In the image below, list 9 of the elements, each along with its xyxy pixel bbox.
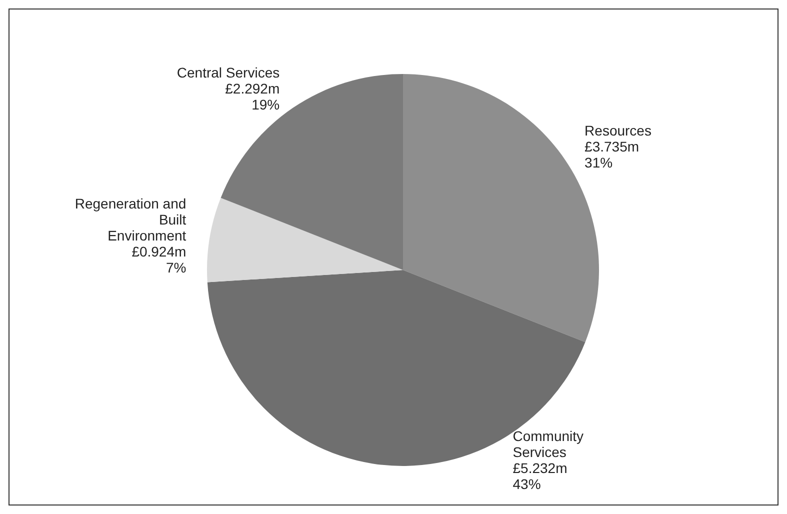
slice-label: Central Services	[176, 64, 280, 80]
slice-label: Resources	[584, 122, 652, 139]
slice-label: Community Services	[512, 428, 584, 460]
data-label: £3.735m 31%	[584, 138, 640, 171]
data-label: £2.292m 19%	[225, 80, 280, 112]
data-label: £0.924m 7%	[132, 244, 186, 276]
slice-label: Regeneration and Built Environment	[74, 196, 186, 244]
data-label: £5.232m 43%	[512, 460, 568, 492]
pie-slice	[207, 198, 403, 282]
